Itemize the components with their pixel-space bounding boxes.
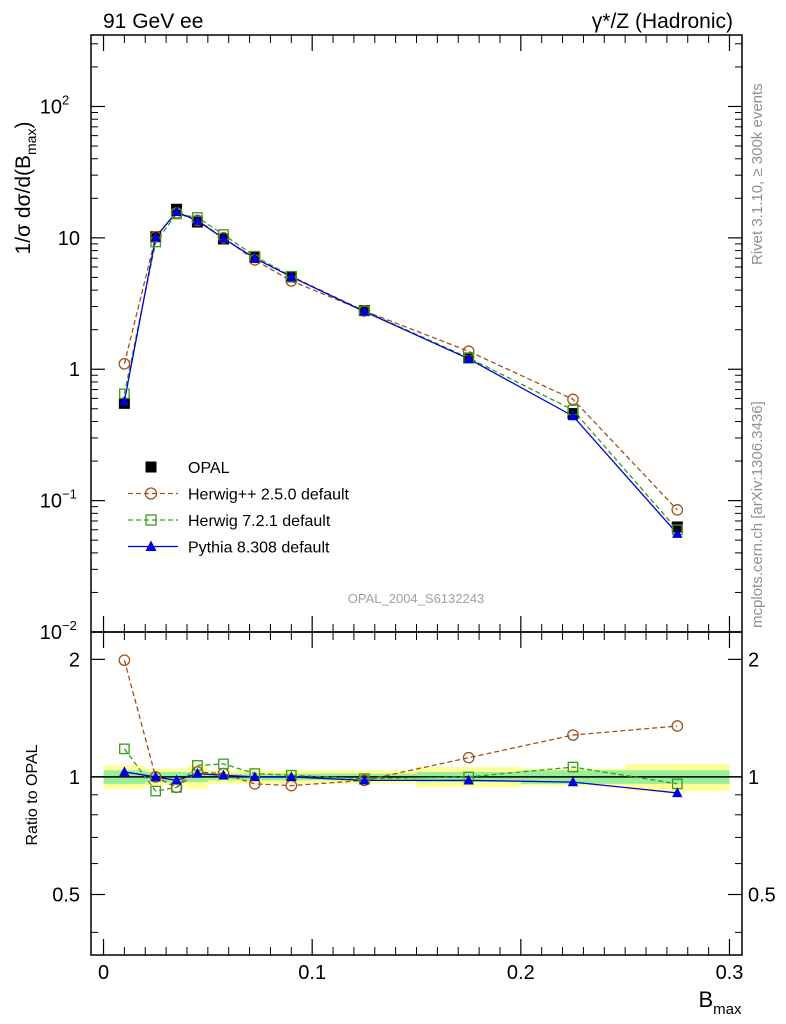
data-point-open-square xyxy=(567,761,579,773)
rivet-version-label: Rivet 3.1.10, ≥ 300k events xyxy=(749,83,766,265)
legend-entry: Herwig++ 2.5.0 default xyxy=(128,487,350,504)
data-point-triangle xyxy=(463,353,474,364)
data-point-open-square xyxy=(218,758,229,770)
data-point-circle xyxy=(144,487,158,500)
legend-label: Pythia 8.308 default xyxy=(188,540,330,557)
data-point-triangle xyxy=(171,774,182,785)
data-point-triangle xyxy=(145,540,157,551)
y-tick-exponent: 2 xyxy=(62,92,69,107)
x-axis-title: Bmax xyxy=(698,987,742,1018)
x-tick-label: 0.3 xyxy=(716,962,744,984)
legend-entry: Pythia 8.308 default xyxy=(128,540,330,557)
ratio-y-tick-label-right: 2 xyxy=(748,649,759,671)
data-point-circle xyxy=(118,654,131,667)
data-point-open-square xyxy=(145,514,157,526)
data-point-circle xyxy=(462,751,475,764)
x-tick-label: 0.1 xyxy=(298,962,326,984)
data-point-triangle xyxy=(359,774,370,785)
y-tick-base: 10 xyxy=(40,491,62,513)
ratio-plot-frame xyxy=(90,631,743,956)
main-y-tick-label: 1 xyxy=(69,359,80,381)
data-point-triangle xyxy=(672,528,683,538)
data-point-circle xyxy=(567,393,579,406)
data-point-triangle xyxy=(192,215,203,225)
x-tick-label: 0 xyxy=(98,962,109,984)
ratio-series-line-0 xyxy=(123,660,678,789)
data-point-triangle xyxy=(150,231,161,242)
data-point-triangle xyxy=(171,206,182,216)
data-point-circle xyxy=(118,357,131,370)
data-point-triangle xyxy=(218,769,229,780)
legend-label: OPAL xyxy=(188,460,230,477)
ratio-y-tick-label-left: 2 xyxy=(69,649,80,671)
data-point-square xyxy=(671,521,683,533)
y-tick-exponent: −2 xyxy=(62,618,77,633)
legend-entry: OPAL xyxy=(145,460,230,477)
y-tick-base: 10 xyxy=(40,96,62,118)
data-point-triangle xyxy=(119,395,130,406)
data-point-triangle xyxy=(249,771,260,782)
data-point-open-square xyxy=(119,743,130,755)
data-point-triangle xyxy=(119,766,130,777)
main-y-tick-label: 10 xyxy=(58,228,80,250)
main-y-axis-title: 1/σ dσ/d(Bmax) xyxy=(12,122,39,255)
ratio-y-tick-label-left: 1 xyxy=(69,767,80,789)
data-point-square xyxy=(145,461,157,473)
legend-label: Herwig++ 2.5.0 default xyxy=(188,487,350,504)
data-point-circle xyxy=(671,720,684,732)
data-point-triangle xyxy=(463,774,474,785)
header-left-label: 91 GeV ee xyxy=(103,10,203,33)
analysis-watermark: OPAL_2004_S6132243 xyxy=(348,591,484,606)
x-tick-label: 0.2 xyxy=(507,962,535,984)
data-point-triangle xyxy=(359,305,370,316)
data-point-triangle xyxy=(286,271,297,282)
data-point-triangle xyxy=(567,776,579,787)
ratio-y-tick-label-right: 0.5 xyxy=(748,885,776,907)
data-point-triangle xyxy=(286,771,297,782)
data-point-triangle xyxy=(218,232,229,243)
main-series-line-1 xyxy=(123,213,678,531)
y-tick-exponent: −1 xyxy=(62,487,77,502)
header-right-label: γ*/Z (Hadronic) xyxy=(592,10,733,33)
main-y-tick-label: 10 −2 xyxy=(40,618,77,644)
data-point-triangle xyxy=(150,771,161,782)
data-point-triangle xyxy=(672,787,683,798)
main-series-line-2 xyxy=(123,210,678,535)
ratio-y-axis-title: Ratio to OPAL xyxy=(24,744,41,845)
data-point-triangle xyxy=(567,410,579,421)
ratio-y-tick-label-left: 0.5 xyxy=(52,885,80,907)
legend-entry: Herwig 7.2.1 default xyxy=(128,513,331,530)
data-point-triangle xyxy=(249,252,260,263)
main-y-tick-label: 10 −1 xyxy=(40,487,77,513)
ratio-y-tick-label-right: 1 xyxy=(748,767,759,789)
data-point-open-square xyxy=(150,785,162,797)
data-point-triangle xyxy=(192,767,203,778)
main-y-tick-label: 10 2 xyxy=(40,92,69,118)
source-label: mcplots.cern.ch [arXiv:1306.3436] xyxy=(749,401,766,628)
data-point-circle xyxy=(567,729,579,741)
data-point-circle xyxy=(671,504,684,516)
legend-label: Herwig 7.2.1 default xyxy=(188,513,331,530)
y-tick-base: 10 xyxy=(40,622,62,644)
